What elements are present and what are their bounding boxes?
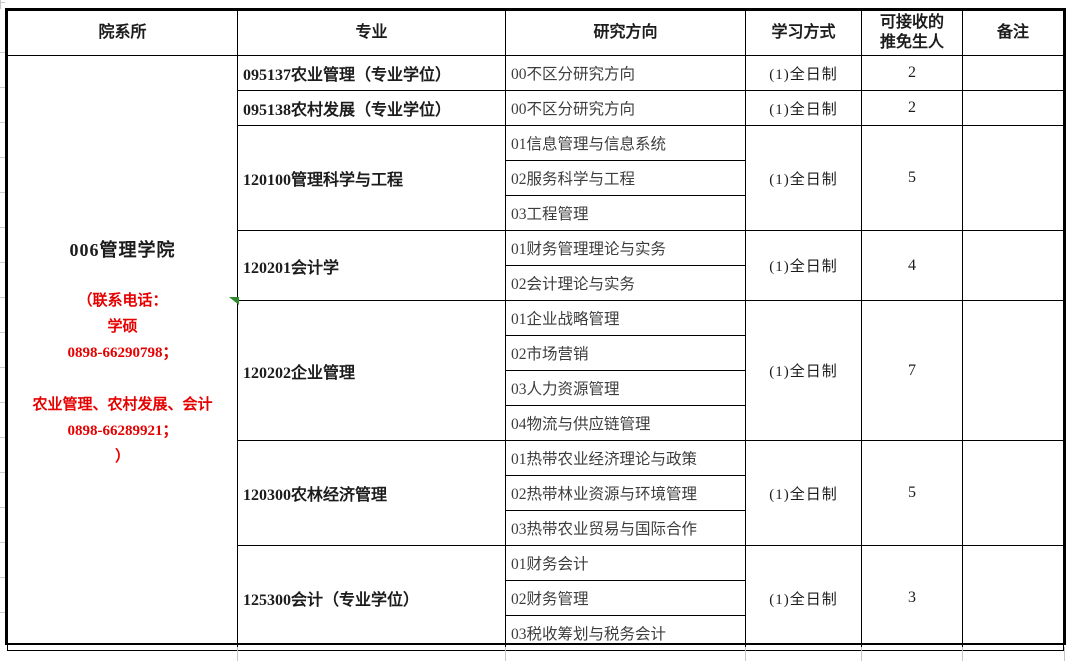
remark-cell xyxy=(962,55,1064,91)
major-cell: 125300会计（专业学位） xyxy=(237,545,506,651)
quota-cell: 4 xyxy=(861,230,963,301)
sheet-gridline-corner-horizontal xyxy=(0,2,5,3)
table-row: 03热带农业贸易与国际合作 xyxy=(8,510,1064,546)
table-row: 125300会计（专业学位） 01财务会计 (1)全日制 3 xyxy=(8,545,1064,651)
admissions-table-grid: 院系所 专业 研究方向 学习方式 可接收的 推免生人 备注 006管理学院 （联系… xyxy=(7,10,1064,651)
study-mode-cell: (1)全日制 xyxy=(745,545,862,651)
major-cell: 120100管理科学与工程 xyxy=(237,125,506,231)
remark-cell xyxy=(962,440,1064,546)
column-header-department: 院系所 xyxy=(7,10,238,56)
contact-line xyxy=(10,366,235,392)
quota-cell: 5 xyxy=(861,440,963,546)
quota-cell: 2 xyxy=(861,55,963,91)
study-mode-cell: (1)全日制 xyxy=(745,300,862,441)
sheet-gridline-vertical xyxy=(745,647,746,661)
major-cell: 120202企业管理 xyxy=(237,300,506,441)
major-cell: 120201会计学 xyxy=(237,230,506,301)
study-mode-cell: (1)全日制 xyxy=(745,55,862,91)
remark-cell xyxy=(962,545,1064,651)
table-row: 02市场营销 xyxy=(8,335,1064,371)
direction-cell: 03税收筹划与税务会计 xyxy=(505,615,746,651)
study-mode-cell: (1)全日制 xyxy=(745,90,862,126)
direction-cell: 01信息管理与信息系统 xyxy=(505,125,746,161)
column-header-research-direction: 研究方向 xyxy=(505,10,746,56)
contact-line: （联系电话： xyxy=(77,293,168,309)
study-mode-cell: (1)全日制 xyxy=(745,125,862,231)
direction-cell: 02财务管理 xyxy=(505,580,746,616)
table-row: 006管理学院 （联系电话： 学硕 0898-66290798； 农业管理、农村发展、… xyxy=(7,55,1064,651)
remark-cell xyxy=(962,300,1064,441)
table-row: 03人力资源管理 xyxy=(8,370,1064,406)
direction-cell: 02服务科学与工程 xyxy=(505,160,746,196)
direction-cell: 02会计理论与实务 xyxy=(505,265,746,301)
direction-cell: 03工程管理 xyxy=(505,195,746,231)
quota-cell: 2 xyxy=(861,90,963,126)
table-row: 03工程管理 xyxy=(8,195,1064,231)
direction-cell: 01企业战略管理 xyxy=(505,300,746,336)
direction-cell: 01财务会计 xyxy=(505,545,746,581)
major-cell: 120300农林经济管理 xyxy=(237,440,506,546)
direction-cell: 03人力资源管理 xyxy=(505,370,746,406)
table-row: 120100管理科学与工程 01信息管理与信息系统 (1)全日制 5 xyxy=(8,125,1064,231)
major-cell: 095137农业管理（专业学位） xyxy=(237,55,506,91)
direction-cell: 00不区分研究方向 xyxy=(505,55,746,91)
quota-cell: 3 xyxy=(861,545,963,651)
remark-cell xyxy=(962,125,1064,231)
sheet-gridline-vertical xyxy=(962,647,963,661)
direction-cell: 04物流与供应链管理 xyxy=(505,405,746,441)
table-row: 095138农村发展（专业学位） 00不区分研究方向 (1)全日制 2 xyxy=(8,90,1064,126)
sheet-gridline-vertical xyxy=(237,647,238,661)
direction-cell: 02热带林业资源与环境管理 xyxy=(505,475,746,511)
table-row: 120201会计学 01财务管理理论与实务 (1)全日制 4 xyxy=(8,230,1064,301)
table-row: 02财务管理 xyxy=(8,580,1064,616)
sheet-gridline-vertical xyxy=(1064,647,1065,661)
column-header-quota: 可接收的 推免生人 xyxy=(861,10,963,56)
quota-cell: 5 xyxy=(861,125,963,231)
header-row: 院系所 专业 研究方向 学习方式 可接收的 推免生人 备注 xyxy=(7,10,1064,56)
table-row: 02会计理论与实务 xyxy=(8,265,1064,301)
study-mode-cell: (1)全日制 xyxy=(745,230,862,301)
comment-marker-triangle xyxy=(229,297,239,305)
column-header-study-mode: 学习方式 xyxy=(745,10,862,56)
department-contact-info: （联系电话： 学硕 0898-66290798； 农业管理、农村发展、会计 0898-… xyxy=(10,288,235,470)
sheet-gridline-vertical xyxy=(861,647,862,661)
table-row: 120300农林经济管理 01热带农业经济理论与政策 (1)全日制 5 xyxy=(8,440,1064,546)
column-header-major: 专业 xyxy=(237,10,506,56)
direction-cell: 02市场营销 xyxy=(505,335,746,371)
sheet-gridline-vertical xyxy=(505,647,506,661)
contact-line: 学硕 xyxy=(107,319,138,335)
quota-cell: 7 xyxy=(861,300,963,441)
contact-line: 0898-66290798； xyxy=(67,345,178,361)
contact-line: 农业管理、农村发展、会计 xyxy=(32,397,213,413)
admissions-table: 院系所 专业 研究方向 学习方式 可接收的 推免生人 备注 006管理学院 （联系… xyxy=(5,8,1066,651)
sheet-gridlines-left-margin xyxy=(0,52,5,645)
contact-line: ） xyxy=(114,449,130,465)
table-row: 02热带林业资源与环境管理 xyxy=(8,475,1064,511)
contact-line: 0898-66289921； xyxy=(67,423,178,439)
department-name: 006管理学院 xyxy=(69,240,176,260)
table-row: 04物流与供应链管理 xyxy=(8,405,1064,441)
department-cell: 006管理学院 （联系电话： 学硕 0898-66290798； 农业管理、农村发展、… xyxy=(7,55,238,651)
major-cell: 095138农村发展（专业学位） xyxy=(237,90,506,126)
remark-cell xyxy=(962,90,1064,126)
sheet-gridlines-bottom-margin xyxy=(5,647,1066,661)
table-row: 03税收筹划与税务会计 xyxy=(8,615,1064,651)
table-row: 02服务科学与工程 xyxy=(8,160,1064,196)
direction-cell: 03热带农业贸易与国际合作 xyxy=(505,510,746,546)
column-header-remarks: 备注 xyxy=(962,10,1064,56)
direction-cell: 01财务管理理论与实务 xyxy=(505,230,746,266)
direction-cell: 00不区分研究方向 xyxy=(505,90,746,126)
study-mode-cell: (1)全日制 xyxy=(745,440,862,546)
remark-cell xyxy=(962,230,1064,301)
sheet-gridline-corner-vertical xyxy=(0,0,1,9)
direction-cell: 01热带农业经济理论与政策 xyxy=(505,440,746,476)
